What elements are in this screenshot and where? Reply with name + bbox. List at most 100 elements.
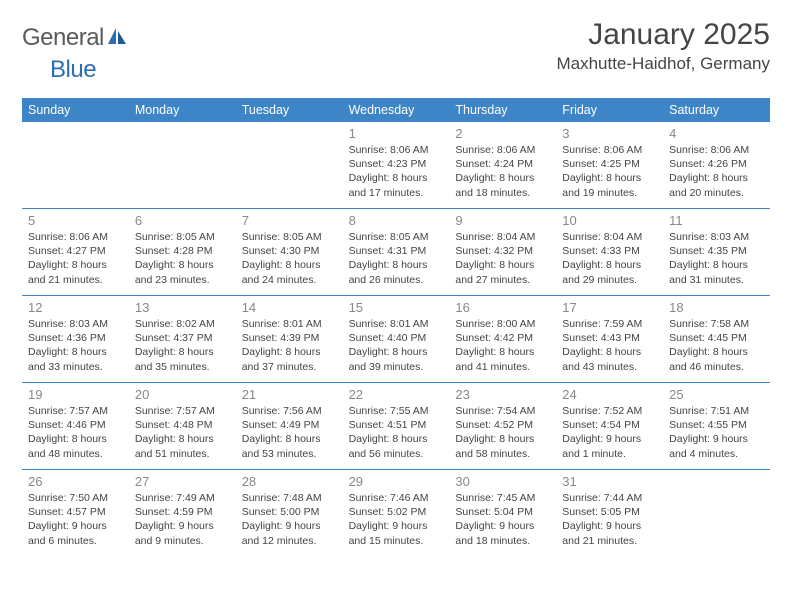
day-detail: Daylight: 9 hours [669,432,764,446]
day-detail: Daylight: 8 hours [562,171,657,185]
day-detail: Sunrise: 7:45 AM [455,491,550,505]
day-detail: Daylight: 8 hours [455,171,550,185]
day-detail: Sunrise: 8:03 AM [28,317,123,331]
day-number: 28 [242,474,337,489]
calendar-cell [22,122,129,208]
day-detail: Sunrise: 8:06 AM [28,230,123,244]
day-detail: and 58 minutes. [455,447,550,461]
day-detail: Daylight: 8 hours [669,345,764,359]
title-block: January 2025 Maxhutte-Haidhof, Germany [556,18,770,74]
weekday-header-row: SundayMondayTuesdayWednesdayThursdayFrid… [22,98,770,122]
day-number: 30 [455,474,550,489]
day-detail: and 18 minutes. [455,186,550,200]
brand-part2: Blue [22,56,96,84]
day-detail: Sunrise: 8:01 AM [242,317,337,331]
day-detail: Sunset: 4:59 PM [135,505,230,519]
day-detail: Daylight: 8 hours [349,432,444,446]
day-detail: Sunset: 4:49 PM [242,418,337,432]
day-number: 7 [242,213,337,228]
day-detail: Daylight: 8 hours [669,171,764,185]
day-detail: Sunset: 4:51 PM [349,418,444,432]
day-detail: Sunrise: 7:57 AM [28,404,123,418]
day-detail: Daylight: 9 hours [562,432,657,446]
day-number: 10 [562,213,657,228]
day-number: 1 [349,126,444,141]
day-number: 24 [562,387,657,402]
day-detail: and 1 minute. [562,447,657,461]
day-detail: Sunset: 4:40 PM [349,331,444,345]
day-detail: and 4 minutes. [669,447,764,461]
day-number: 31 [562,474,657,489]
day-detail: and 48 minutes. [28,447,123,461]
day-detail: Sunrise: 8:05 AM [349,230,444,244]
day-detail: and 24 minutes. [242,273,337,287]
day-detail: Sunrise: 7:57 AM [135,404,230,418]
day-detail: Sunrise: 8:06 AM [455,143,550,157]
calendar-cell: 7Sunrise: 8:05 AMSunset: 4:30 PMDaylight… [236,209,343,295]
calendar-cell: 10Sunrise: 8:04 AMSunset: 4:33 PMDayligh… [556,209,663,295]
day-detail: Daylight: 8 hours [135,258,230,272]
day-detail: Daylight: 9 hours [349,519,444,533]
calendar-cell: 31Sunrise: 7:44 AMSunset: 5:05 PMDayligh… [556,470,663,556]
day-detail: and 29 minutes. [562,273,657,287]
day-number: 22 [349,387,444,402]
day-detail: Sunrise: 7:49 AM [135,491,230,505]
day-detail: and 19 minutes. [562,186,657,200]
day-detail: Sunset: 4:24 PM [455,157,550,171]
day-detail: Sunrise: 7:44 AM [562,491,657,505]
calendar-cell: 24Sunrise: 7:52 AMSunset: 4:54 PMDayligh… [556,383,663,469]
weekday-header: Monday [129,98,236,122]
day-detail: and 43 minutes. [562,360,657,374]
day-number: 9 [455,213,550,228]
day-number: 5 [28,213,123,228]
day-detail: Sunset: 4:43 PM [562,331,657,345]
day-detail: Sunrise: 7:54 AM [455,404,550,418]
day-detail: Sunrise: 7:50 AM [28,491,123,505]
day-detail: Sunset: 4:48 PM [135,418,230,432]
calendar-cell: 9Sunrise: 8:04 AMSunset: 4:32 PMDaylight… [449,209,556,295]
brand-logo: General [22,18,130,52]
calendar-cell: 25Sunrise: 7:51 AMSunset: 4:55 PMDayligh… [663,383,770,469]
day-detail: Daylight: 8 hours [242,258,337,272]
calendar-cell [236,122,343,208]
day-detail: Daylight: 8 hours [562,258,657,272]
day-detail: Sunset: 4:26 PM [669,157,764,171]
day-detail: Sunrise: 8:06 AM [669,143,764,157]
calendar-cell: 13Sunrise: 8:02 AMSunset: 4:37 PMDayligh… [129,296,236,382]
day-detail: Sunset: 4:33 PM [562,244,657,258]
weekday-header: Tuesday [236,98,343,122]
calendar-cell: 17Sunrise: 7:59 AMSunset: 4:43 PMDayligh… [556,296,663,382]
calendar-cell: 4 Sunrise: 8:06 AMSunset: 4:26 PMDaylight… [663,122,770,208]
location-text: Maxhutte-Haidhof, Germany [556,54,770,74]
day-number: 20 [135,387,230,402]
calendar-cell: 20Sunrise: 7:57 AMSunset: 4:48 PMDayligh… [129,383,236,469]
day-detail: Daylight: 8 hours [669,258,764,272]
calendar-cell: 22Sunrise: 7:55 AMSunset: 4:51 PMDayligh… [343,383,450,469]
day-detail: Sunrise: 7:52 AM [562,404,657,418]
day-detail: Sunset: 4:31 PM [349,244,444,258]
day-detail: Sunset: 4:23 PM [349,157,444,171]
day-detail: Sunset: 4:27 PM [28,244,123,258]
calendar-cell: 3Sunrise: 8:06 AMSunset: 4:25 PMDaylight… [556,122,663,208]
sail-icon [106,26,128,51]
calendar-cell: 21Sunrise: 7:56 AMSunset: 4:49 PMDayligh… [236,383,343,469]
calendar-cell [129,122,236,208]
day-detail: Daylight: 9 hours [28,519,123,533]
day-detail: and 51 minutes. [135,447,230,461]
day-number: 17 [562,300,657,315]
day-detail: and 35 minutes. [135,360,230,374]
day-detail: and 18 minutes. [455,534,550,548]
day-detail: and 21 minutes. [562,534,657,548]
day-number: 16 [455,300,550,315]
day-number: 4 [669,126,764,141]
calendar-cell: 12Sunrise: 8:03 AMSunset: 4:36 PMDayligh… [22,296,129,382]
day-detail: Sunset: 4:35 PM [669,244,764,258]
day-detail: Sunset: 4:42 PM [455,331,550,345]
day-detail: Daylight: 8 hours [242,345,337,359]
day-detail: and 21 minutes. [28,273,123,287]
day-detail: Sunset: 4:30 PM [242,244,337,258]
day-number: 13 [135,300,230,315]
day-detail: Daylight: 9 hours [242,519,337,533]
day-detail: Sunset: 4:25 PM [562,157,657,171]
day-detail: Sunrise: 8:02 AM [135,317,230,331]
